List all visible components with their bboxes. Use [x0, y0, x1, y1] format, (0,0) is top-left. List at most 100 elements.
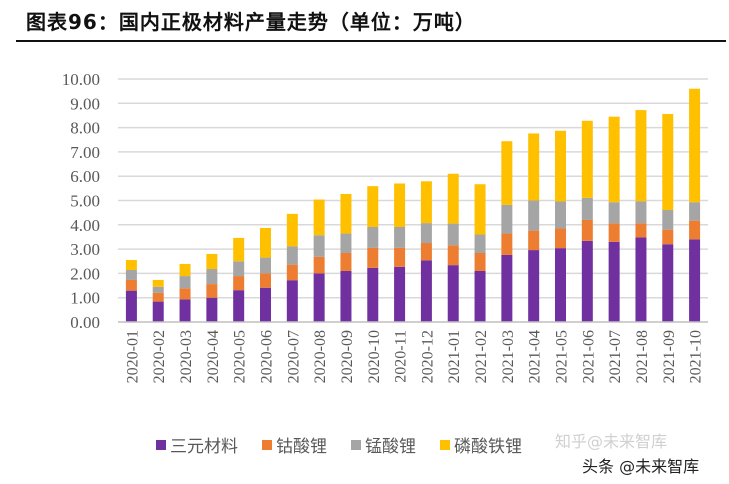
bar-segment [152, 279, 164, 287]
bar-segment [528, 133, 540, 201]
bar-segment [313, 235, 325, 257]
bar-segment [662, 229, 674, 245]
x-tick-label: 2020-12 [419, 330, 436, 383]
bar-segment [581, 240, 593, 322]
legend-label: 钴酸锂 [276, 437, 327, 457]
bar-segment [474, 234, 486, 253]
bar-segment [555, 228, 566, 249]
bar-segment [125, 279, 137, 291]
bar-segment [420, 181, 432, 224]
bar-segment [394, 266, 406, 322]
bar-segment [528, 200, 540, 231]
x-tick-label: 2020-10 [366, 330, 383, 383]
bar-segment [286, 246, 298, 265]
legend: 三元材料 钴酸锂 锰酸锂 磷酸铁锂 [156, 432, 522, 457]
x-tick-label: 2021-01 [446, 330, 463, 383]
bar-segment [233, 276, 245, 291]
bar-segment [313, 256, 325, 274]
bar-segment [581, 120, 593, 198]
bar-segment [233, 290, 245, 322]
x-axis-ticks: 2020-01 2020-02 2020-03 2020-04 2020-05 2020-… [124, 330, 704, 383]
x-tick-label: 2020-05 [232, 330, 249, 383]
bar-segment [662, 244, 674, 322]
bar-segment [447, 245, 459, 266]
y-tick-label: 8.00 [70, 119, 100, 138]
bar-segment [206, 269, 218, 285]
bar-segment [528, 250, 540, 322]
bar-segment [340, 233, 352, 253]
bar-segment [608, 116, 620, 203]
bar-segment [420, 243, 432, 261]
bar-segment [689, 202, 701, 221]
y-tick-label: 6.00 [70, 167, 100, 186]
bar-segment [394, 247, 406, 267]
bar-segment [555, 201, 566, 229]
bar-segment [179, 288, 191, 300]
y-tick-label: 7.00 [70, 143, 100, 162]
bar-segment [206, 284, 218, 298]
bar-segment [367, 186, 379, 227]
bar-segment [206, 297, 218, 322]
legend-item: 钴酸锂 [262, 432, 327, 457]
legend-item: 磷酸铁锂 [440, 432, 522, 457]
bar-segment [152, 292, 164, 302]
bar-segment [555, 248, 566, 322]
bar-segment [152, 301, 164, 322]
watermark-toutiao: 头条 @未来智库 [582, 457, 700, 476]
legend-label: 磷酸铁锂 [454, 437, 522, 457]
legend-item: 三元材料 [156, 432, 238, 457]
bar-segment [420, 223, 432, 244]
y-tick-label: 1.00 [70, 289, 100, 308]
x-tick-label: 2020-03 [178, 330, 195, 383]
x-tick-label: 2021-05 [554, 330, 571, 383]
bar-segment [125, 260, 137, 270]
y-tick-label: 3.00 [70, 240, 100, 259]
bar-segment [501, 141, 513, 205]
bar-segment [635, 237, 647, 322]
y-tick-label: 10.00 [62, 70, 100, 89]
bar-segment [233, 237, 245, 262]
bar-segment [313, 199, 325, 236]
bar-segment [689, 220, 701, 240]
bar-segment [474, 252, 486, 271]
legend-swatch [440, 439, 450, 450]
bar-segment [313, 273, 325, 322]
bar-segment [608, 241, 620, 322]
bar-segment [581, 197, 593, 220]
bar-segment [635, 223, 647, 238]
x-tick-label: 2020-02 [151, 330, 168, 383]
bar-segment [447, 223, 459, 246]
x-tick-label: 2020-06 [259, 330, 276, 383]
bar-segment [662, 113, 674, 210]
x-tick-label: 2020-04 [205, 330, 222, 383]
x-tick-label: 2020-09 [339, 330, 356, 383]
legend-item: 锰酸锂 [351, 432, 416, 457]
x-tick-label: 2021-08 [634, 330, 651, 383]
bar-segment [581, 219, 593, 241]
bar-segment [501, 254, 513, 322]
x-tick-label: 2021-10 [688, 330, 705, 383]
y-axis-ticks: 0.00 1.00 2.00 3.00 4.00 5.00 6.00 7.00 8.00 9.00… [62, 70, 100, 332]
bar-segment [233, 261, 245, 277]
bar-segment [260, 287, 271, 322]
legend-label: 三元材料 [170, 437, 238, 457]
bar-segment [125, 269, 137, 280]
legend-label: 锰酸锂 [365, 437, 416, 457]
x-tick-label: 2021-07 [607, 330, 624, 383]
legend-swatch [262, 439, 272, 450]
bar-segment [260, 227, 271, 258]
x-tick-label: 2020-08 [312, 330, 329, 383]
bar-segment [179, 299, 191, 322]
bar-segment [260, 273, 271, 288]
bar-segment [501, 233, 513, 255]
y-tick-label: 0.00 [70, 313, 100, 332]
y-tick-label: 2.00 [70, 264, 100, 283]
bar-segment [608, 223, 620, 242]
bar-segment [635, 201, 647, 224]
bar-segment [179, 276, 191, 289]
x-tick-label: 2021-06 [580, 330, 597, 383]
bar-segment [662, 209, 674, 230]
x-tick-label: 2021-04 [527, 330, 544, 383]
y-tick-label: 9.00 [70, 94, 100, 113]
